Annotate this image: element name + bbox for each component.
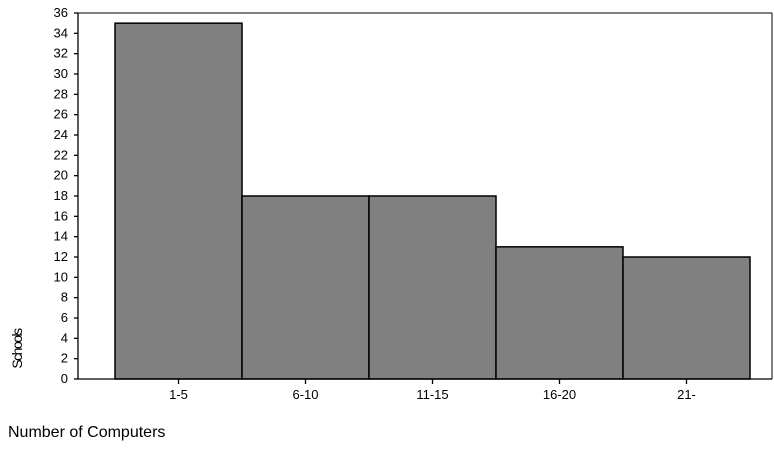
bar-16-20 (495, 246, 624, 380)
y-tick-label: 32 (54, 46, 68, 61)
y-tick-label: 4 (61, 330, 68, 345)
y-tick-label: 14 (54, 229, 68, 244)
x-tick-label: 11-15 (416, 387, 448, 402)
x-tick-label: 16-20 (543, 387, 576, 402)
bars-layer (114, 22, 751, 380)
bar-1-5 (114, 22, 243, 380)
y-tick-label: 12 (54, 249, 68, 264)
x-tick-label: 1-5 (169, 387, 188, 402)
y-tick-label: 26 (54, 107, 68, 122)
x-tick-label: 6-10 (292, 387, 318, 402)
y-tick-label: 34 (54, 25, 68, 40)
x-axis-label: Number of Computers (8, 424, 165, 441)
bar-11-15 (368, 195, 497, 380)
y-tick-label: 24 (54, 127, 68, 142)
y-tick-label: 28 (54, 86, 68, 101)
x-ticks: 1-5 6-10 11-15 16-20 21- (169, 379, 696, 402)
bar-21- (622, 256, 751, 380)
bar-6-10 (241, 195, 370, 380)
y-tick-label: 30 (54, 66, 68, 81)
y-tick-label: 0 (61, 371, 68, 386)
y-tick-label: 22 (54, 147, 68, 162)
y-tick-label: 6 (61, 310, 68, 325)
y-tick-label: 36 (54, 5, 68, 20)
x-tick-label: 21- (677, 387, 696, 402)
y-tick-label: 10 (54, 269, 68, 284)
y-tick-label: 8 (61, 290, 68, 305)
y-tick-label: 2 (61, 351, 68, 366)
y-axis-label: Schools (9, 328, 25, 369)
y-tick-label: 16 (54, 208, 68, 223)
y-tick-label: 20 (54, 168, 68, 183)
y-tick-label: 18 (54, 188, 68, 203)
